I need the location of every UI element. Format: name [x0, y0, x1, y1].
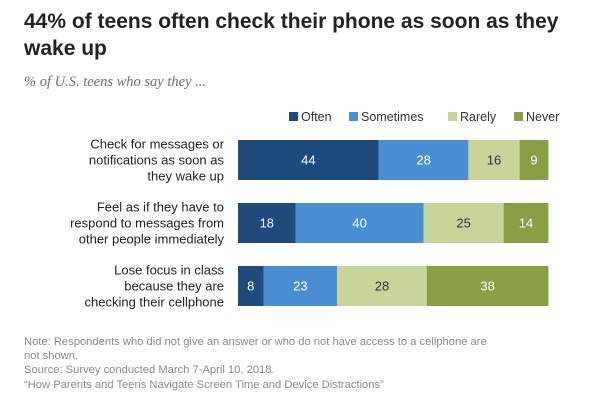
chart-subtitle: % of U.S. teens who say they ... [24, 74, 207, 90]
source-line: Source: Survey conducted March 7-April 1… [24, 364, 275, 377]
legend-label-rarely: Rarely [460, 110, 497, 124]
bar-sometimes-row-0 [378, 140, 469, 180]
legend-label-never: Never [526, 110, 559, 124]
category-label-1-line-2: other people immediately [79, 232, 225, 247]
bar-never-row-0 [519, 140, 549, 180]
bar-sometimes-row-1 [295, 203, 424, 243]
category-label-1-line-0: Feel as if they have to [97, 200, 224, 215]
data-label-rarely-row-1: 25 [456, 216, 470, 231]
data-label-rarely-row-0: 16 [487, 153, 501, 168]
data-label-often-row-1: 18 [260, 216, 274, 231]
chart-notes: Note: Respondents who did not give an an… [24, 335, 584, 392]
bar-rarely-row-2 [337, 266, 427, 306]
legend-label-often: Often [301, 110, 332, 124]
data-label-never-row-0: 9 [530, 153, 537, 168]
category-label-0-line-1: notifications as soon as [89, 153, 225, 168]
stacked-bar-chart: Often Sometimes Rarely Never Check for messa… [70, 110, 559, 310]
bar-often-row-2 [238, 266, 264, 306]
bar-never-row-2 [426, 266, 549, 306]
data-label-rarely-row-2: 28 [375, 279, 389, 294]
report-line: “How Parents and Teens Navigate Screen T… [24, 378, 384, 391]
data-label-never-row-2: 38 [480, 279, 494, 294]
data-label-often-row-2: 8 [247, 279, 254, 294]
chart-title: 44% of teens often check their phone as … [24, 10, 559, 60]
bar-rarely-row-1 [423, 203, 504, 243]
bar-sometimes-row-2 [263, 266, 338, 306]
data-label-often-row-0: 44 [301, 153, 315, 168]
category-label-0-line-2: they wake up [147, 169, 224, 184]
bar-often-row-0 [238, 140, 379, 180]
category-label-2-line-0: Lose focus in class [114, 263, 224, 278]
data-label-sometimes-row-1: 40 [352, 216, 366, 231]
legend-swatch-sometimes [349, 112, 358, 121]
data-label-sometimes-row-2: 23 [293, 279, 307, 294]
data-label-sometimes-row-0: 28 [416, 153, 430, 168]
bar-rarely-row-0 [468, 140, 520, 180]
legend-swatch-rarely [448, 112, 457, 121]
legend-swatch-never [514, 112, 523, 121]
legend-label-sometimes: Sometimes [361, 110, 424, 124]
category-label-0-line-0: Check for messages or [90, 137, 224, 152]
category-label-2-line-2: checking their cellphone [85, 295, 224, 310]
note-line-2: not shown. [24, 350, 79, 363]
note-line-1: Note: Respondents who did not give an an… [24, 336, 487, 348]
bar-often-row-1 [238, 203, 296, 243]
bar-never-row-1 [503, 203, 549, 243]
legend-swatch-often [289, 112, 298, 121]
data-label-never-row-1: 14 [519, 216, 533, 231]
category-label-2-line-1: because they are [124, 279, 224, 294]
category-label-1-line-1: respond to messages from [70, 216, 224, 231]
